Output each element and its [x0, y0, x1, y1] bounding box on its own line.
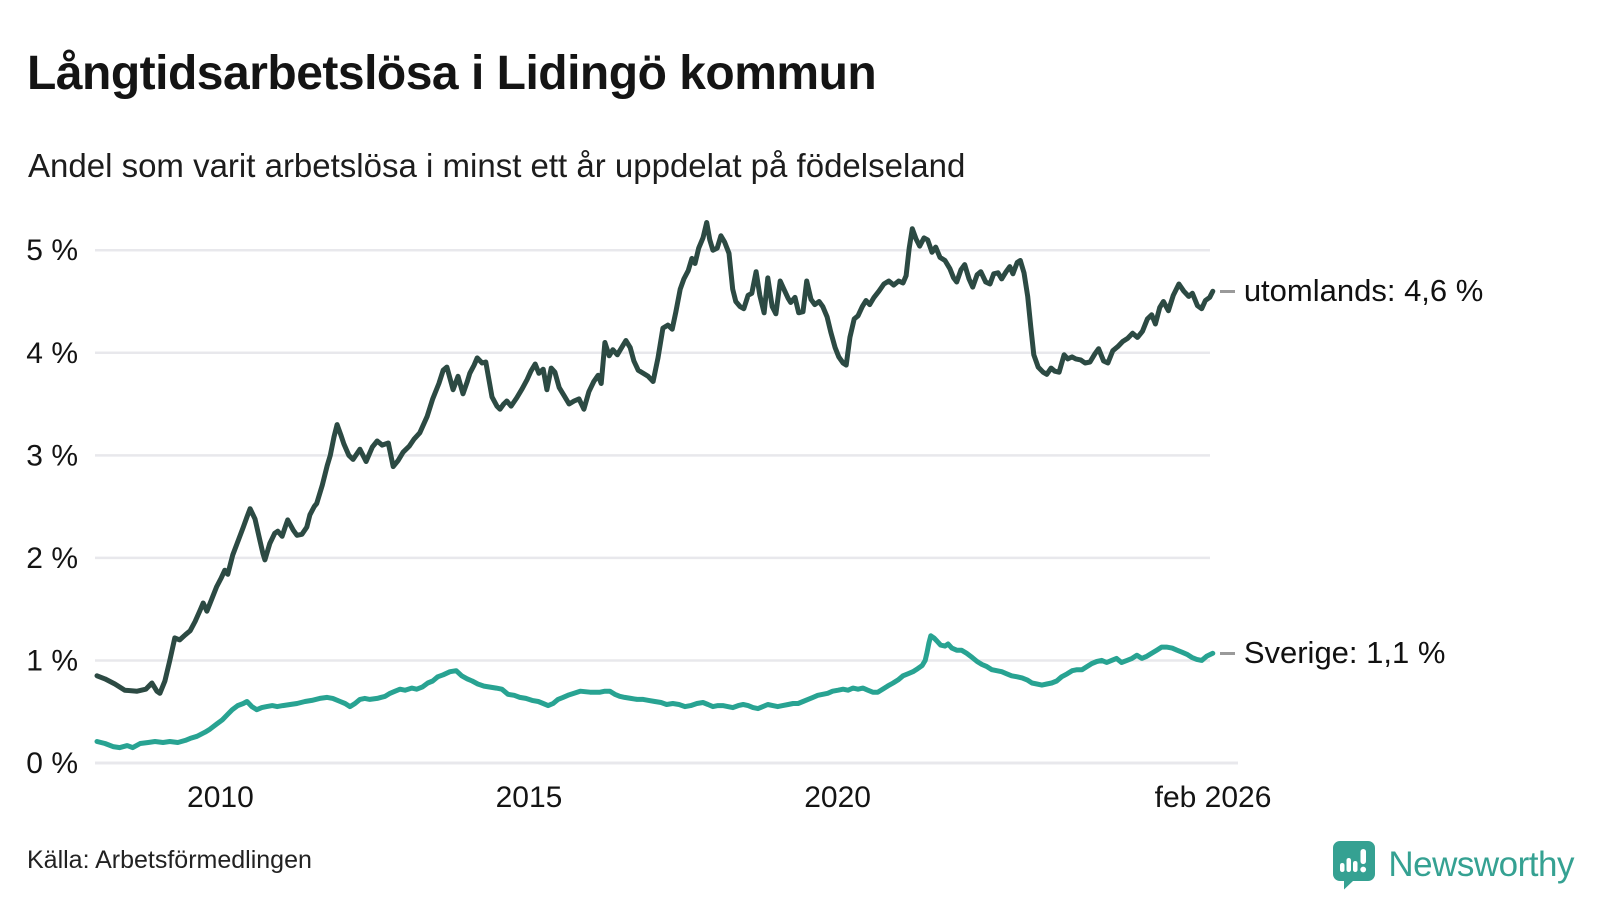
- series-label-sverige-text: Sverige: 1,1 %: [1243, 635, 1446, 671]
- x-tick-label: 2015: [496, 781, 563, 814]
- x-tick-label: feb 2026: [1155, 781, 1272, 814]
- page-title: Långtidsarbetslösa i Lidingö kommun: [27, 47, 877, 101]
- label-dash: [1219, 289, 1235, 293]
- newsworthy-wordmark: Newsworthy: [1388, 845, 1574, 884]
- x-tick-label: 2020: [804, 781, 871, 814]
- y-tick-label: 1 %: [26, 644, 78, 677]
- y-tick-label: 3 %: [26, 439, 78, 472]
- source-note: Källa: Arbetsförmedlingen: [27, 846, 312, 874]
- y-tick-label: 4 %: [26, 337, 78, 370]
- series-line-sverige: [94, 633, 1216, 751]
- x-tick-label: 2010: [187, 781, 254, 814]
- page-subtitle: Andel som varit arbetslösa i minst ett å…: [28, 147, 966, 184]
- series-label-sverige: Sverige: 1,1 %: [1219, 635, 1446, 671]
- series-line-utomlands: [94, 220, 1216, 696]
- series-label-utomlands: utomlands: 4,6 %: [1219, 273, 1484, 309]
- newsworthy-logo: Newsworthy: [1332, 840, 1574, 890]
- label-dash: [1219, 651, 1235, 655]
- series-label-utomlands-text: utomlands: 4,6 %: [1243, 273, 1484, 309]
- y-tick-label: 2 %: [26, 542, 78, 575]
- newsworthy-icon: [1333, 841, 1376, 890]
- y-tick-label: 5 %: [26, 234, 78, 267]
- y-tick-label: 0 %: [26, 747, 78, 780]
